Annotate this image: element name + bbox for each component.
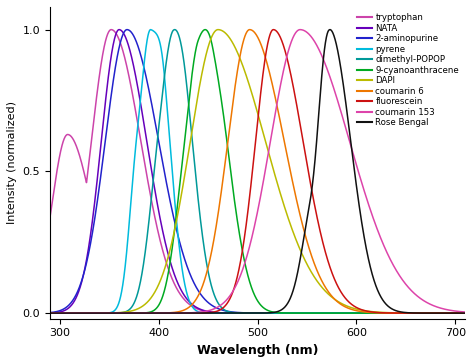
Y-axis label: Intensity (normalized): Intensity (normalized): [7, 101, 17, 224]
Legend: tryptophan, NATA, 2-aminopurine, pyrene, dimethyl-POPOP, 9-cyanoanthracene, DAPI: tryptophan, NATA, 2-aminopurine, pyrene,…: [355, 11, 461, 129]
X-axis label: Wavelength (nm): Wavelength (nm): [197, 344, 319, 357]
